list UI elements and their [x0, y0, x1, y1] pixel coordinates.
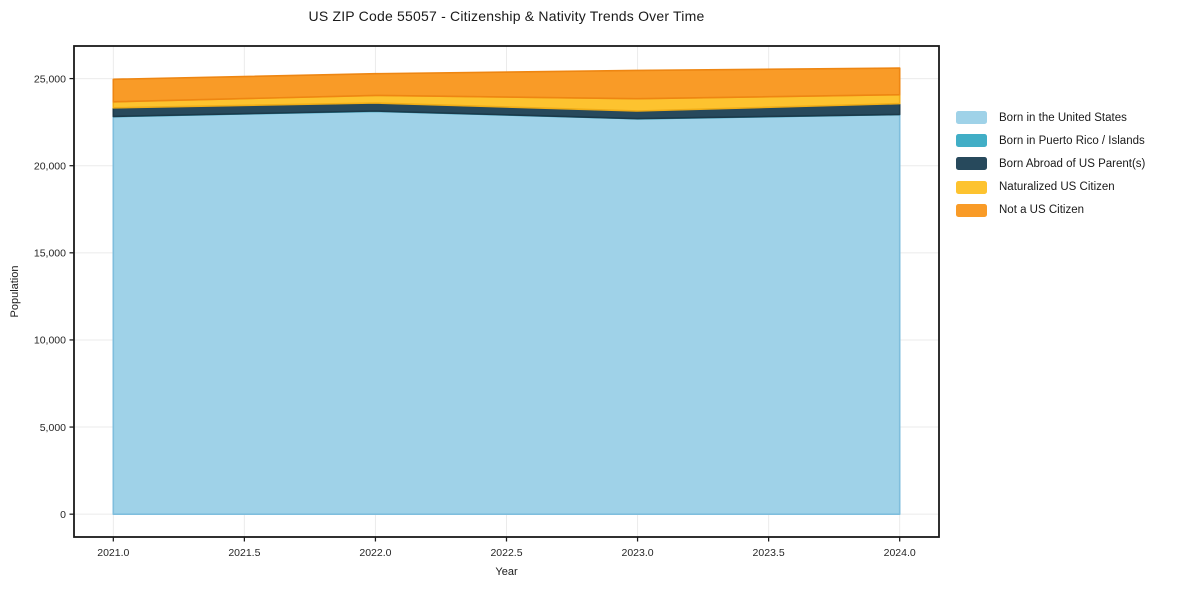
axis-ticks: 2021.0 2021.5 2022.0 2022.5 2023.0 2023.5 2024…	[34, 73, 916, 559]
legend: Born in the United States Born in Puerto …	[956, 106, 1145, 222]
legend-label: Born in Puerto Rico / Islands	[999, 134, 1145, 147]
legend-item-born-abroad-of-us-parent-s: Born Abroad of US Parent(s)	[956, 152, 1145, 175]
legend-item-born-in-puerto-rico-islands: Born in Puerto Rico / Islands	[956, 129, 1145, 152]
y-tick-label: 0	[60, 509, 66, 521]
x-tick-label: 2023.5	[753, 547, 785, 559]
x-tick-label: 2022.0	[359, 547, 391, 559]
chart-title: US ZIP Code 55057 - Citizenship & Nativi…	[308, 8, 705, 24]
legend-swatch-icon	[956, 203, 987, 217]
y-tick-label: 10,000	[34, 335, 66, 347]
x-tick-label: 2022.5	[490, 547, 522, 559]
legend-label: Naturalized US Citizen	[999, 181, 1115, 194]
stacked-areas	[112, 67, 901, 516]
legend-item-naturalized-us-citizen: Naturalized US Citizen	[956, 176, 1145, 199]
area-not-a-us-citizen	[112, 67, 901, 103]
y-tick-label: 15,000	[34, 248, 66, 260]
legend-label: Born in the United States	[999, 111, 1127, 124]
legend-swatch-icon	[956, 111, 987, 125]
y-tick-label: 20,000	[34, 160, 66, 172]
legend-label: Born Abroad of US Parent(s)	[999, 157, 1146, 170]
legend-label: Not a US Citizen	[999, 204, 1085, 217]
legend-item-not-a-us-citizen: Not a US Citizen	[956, 199, 1145, 222]
y-tick-label: 5,000	[40, 422, 66, 434]
x-tick-label: 2024.0	[884, 547, 916, 559]
legend-item-born-in-the-united-states: Born in the United States	[956, 106, 1145, 129]
x-tick-label: 2021.0	[97, 547, 129, 559]
area-born-in-the-united-states	[112, 110, 901, 516]
x-axis-label: Year	[495, 566, 518, 578]
legend-swatch-icon	[956, 157, 987, 171]
x-tick-label: 2021.5	[228, 547, 260, 559]
legend-swatch-icon	[956, 180, 987, 194]
y-tick-label: 25,000	[34, 73, 66, 85]
legend-swatch-icon	[956, 134, 987, 148]
x-tick-label: 2023.0	[621, 547, 653, 559]
y-axis-label: Population	[9, 266, 21, 318]
